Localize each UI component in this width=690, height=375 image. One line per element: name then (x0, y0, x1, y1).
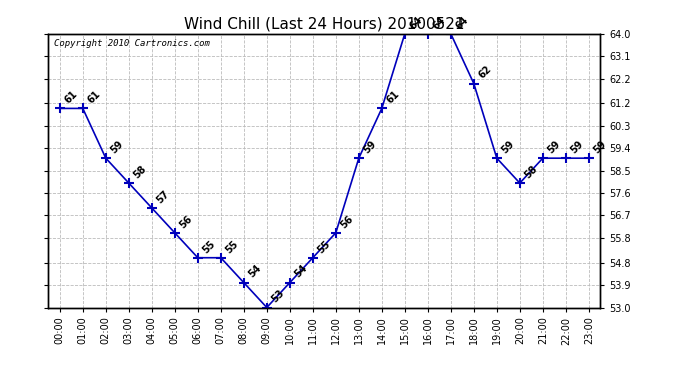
Text: 61: 61 (63, 89, 79, 106)
Text: 62: 62 (477, 64, 493, 81)
Text: Copyright 2010 Cartronics.com: Copyright 2010 Cartronics.com (54, 39, 210, 48)
Text: 64: 64 (453, 14, 470, 31)
Text: 59: 59 (546, 139, 562, 155)
Text: 61: 61 (384, 89, 401, 106)
Title: Wind Chill (Last 24 Hours) 20100521: Wind Chill (Last 24 Hours) 20100521 (184, 16, 464, 31)
Text: 54: 54 (293, 263, 309, 280)
Text: 53: 53 (270, 288, 286, 305)
Text: 58: 58 (522, 164, 540, 180)
Text: 59: 59 (362, 139, 378, 155)
Text: 54: 54 (246, 263, 263, 280)
Text: 59: 59 (108, 139, 125, 155)
Text: 58: 58 (132, 164, 148, 180)
Text: 59: 59 (591, 139, 608, 155)
Text: 64: 64 (431, 14, 447, 31)
Text: 59: 59 (500, 139, 516, 155)
Text: 59: 59 (569, 139, 585, 155)
Text: 56: 56 (177, 213, 194, 230)
Text: 55: 55 (224, 238, 240, 255)
Text: 61: 61 (86, 89, 102, 106)
Text: 64: 64 (408, 14, 424, 31)
Text: 55: 55 (201, 238, 217, 255)
Text: 56: 56 (339, 213, 355, 230)
Text: 55: 55 (315, 238, 332, 255)
Text: 57: 57 (155, 189, 171, 205)
